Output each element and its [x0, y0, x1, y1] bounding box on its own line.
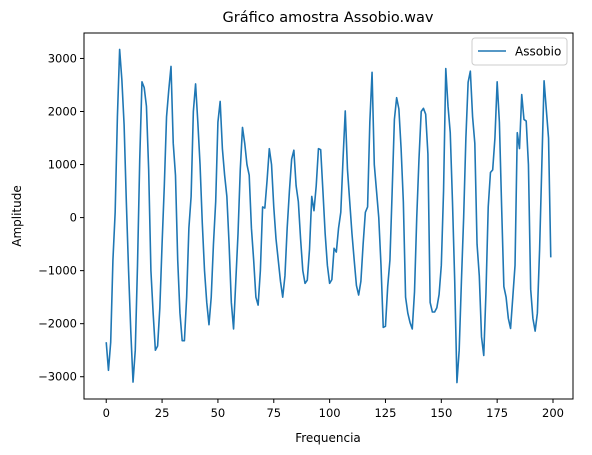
y-tick-label: 2000 [48, 105, 77, 119]
x-tick-label: 75 [266, 406, 281, 420]
x-tick-label: 150 [430, 406, 452, 420]
x-tick-label: 200 [542, 406, 564, 420]
x-tick-label: 125 [374, 406, 396, 420]
legend-label: Assobio [515, 45, 561, 59]
y-tick-label: −3000 [38, 370, 77, 384]
y-tick-label: −1000 [38, 264, 77, 278]
x-tick-label: 100 [319, 406, 341, 420]
x-tick-label: 50 [211, 406, 226, 420]
x-axis-label: Frequencia [295, 431, 361, 445]
x-tick-label: 25 [155, 406, 170, 420]
legend: Assobio [472, 38, 567, 65]
x-tick-label: 0 [103, 406, 110, 420]
chart-title: Gráfico amostra Assobio.wav [223, 10, 434, 26]
y-axis-label: Amplitude [10, 185, 24, 247]
y-tick-label: 3000 [48, 51, 77, 65]
y-tick-label: 1000 [48, 158, 77, 172]
y-tick-label: 0 [70, 211, 77, 225]
y-tick-label: −2000 [38, 317, 77, 331]
x-tick-label: 175 [486, 406, 508, 420]
